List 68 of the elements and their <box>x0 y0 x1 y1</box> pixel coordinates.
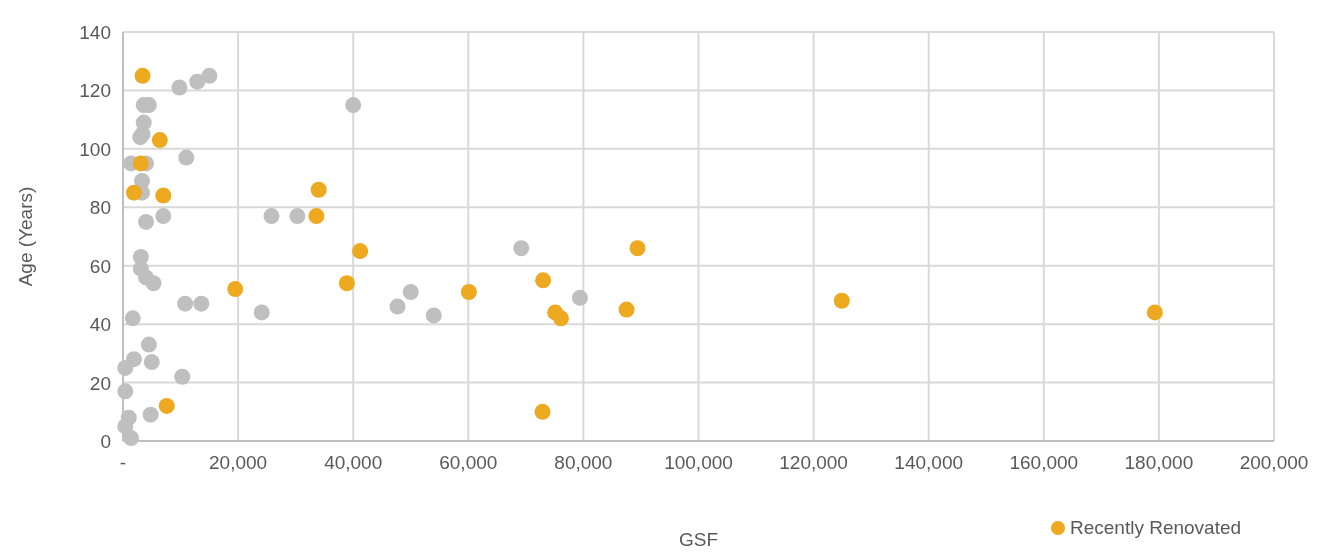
point <box>178 149 195 166</box>
x-axis-title: GSF <box>678 529 719 550</box>
point <box>138 213 155 230</box>
point <box>345 97 362 114</box>
point <box>155 187 172 204</box>
x-tick-label: 100,000 <box>664 452 733 473</box>
y-tick-label: 60 <box>89 255 111 277</box>
y-tick-label: 80 <box>89 197 111 219</box>
point <box>460 284 477 301</box>
point <box>193 295 210 312</box>
point <box>389 298 406 315</box>
x-tick-label: 60,000 <box>439 452 498 473</box>
point <box>155 208 172 225</box>
x-tick-label: 200,000 <box>1239 452 1309 473</box>
point <box>174 368 191 385</box>
y-axis-title: Age (Years) <box>15 186 36 287</box>
point <box>117 418 134 435</box>
point <box>227 281 244 298</box>
point <box>535 272 552 289</box>
point <box>189 73 206 90</box>
point <box>833 292 850 309</box>
point <box>117 383 134 400</box>
y-tick-label: 140 <box>79 22 111 43</box>
x-tick-label: 140,000 <box>894 452 964 473</box>
x-tick-label: 40,000 <box>324 452 383 473</box>
x-tick-label: 80,000 <box>554 452 613 473</box>
point <box>142 406 159 423</box>
x-tick-label: 180,000 <box>1124 452 1194 473</box>
point <box>125 184 142 201</box>
y-tick-label: 40 <box>89 314 111 336</box>
point <box>629 240 646 257</box>
point <box>201 67 218 84</box>
point <box>253 304 270 321</box>
point <box>308 208 325 225</box>
point <box>171 79 188 96</box>
x-tick-label: 120,000 <box>779 452 848 473</box>
point <box>352 243 369 260</box>
point <box>571 289 588 306</box>
point <box>143 354 160 371</box>
point <box>552 310 569 327</box>
point <box>289 208 306 225</box>
point <box>124 310 141 327</box>
point <box>310 181 327 198</box>
x-tick-label: - <box>119 452 127 473</box>
point <box>177 295 194 312</box>
point <box>513 240 530 257</box>
point <box>140 336 157 353</box>
point <box>402 284 419 301</box>
x-tick-label: 160,000 <box>1009 452 1079 473</box>
point <box>132 155 149 172</box>
point <box>263 208 280 225</box>
y-tick-label: 20 <box>89 372 111 394</box>
point <box>123 430 140 447</box>
point <box>145 275 162 292</box>
point <box>534 403 551 420</box>
point <box>158 397 175 414</box>
x-tick-label: 20,000 <box>209 452 268 473</box>
point <box>134 67 151 84</box>
y-tick-label: 100 <box>79 138 111 160</box>
point <box>1146 304 1163 321</box>
point <box>117 359 134 376</box>
y-tick-label: 120 <box>79 80 111 102</box>
point <box>338 275 355 292</box>
point <box>151 132 168 149</box>
point <box>618 301 635 318</box>
y-tick-label: 0 <box>100 431 111 452</box>
point <box>425 307 442 324</box>
legend-label: Recently Renovated <box>1070 517 1242 538</box>
